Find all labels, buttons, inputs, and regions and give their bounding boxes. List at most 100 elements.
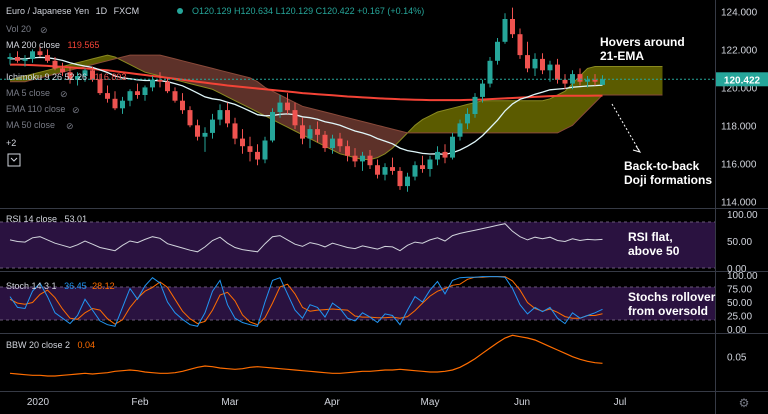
eye-off-icon[interactable]: ⊘ bbox=[72, 105, 80, 115]
candle-body bbox=[142, 87, 148, 95]
last-price-label: 120.422 bbox=[724, 75, 761, 86]
candle-body bbox=[577, 74, 583, 82]
cloud-segment bbox=[512, 100, 520, 133]
cloud-segment bbox=[602, 66, 610, 95]
annotation-rsi-line1: RSI flat, bbox=[628, 230, 673, 244]
cloud-segment bbox=[190, 62, 198, 86]
stoch-tick-label: 75.00 bbox=[727, 285, 752, 296]
bbw-legend[interactable]: BBW 20 close 2 0.04 bbox=[6, 340, 95, 350]
candle-body bbox=[127, 91, 133, 101]
gear-icon[interactable]: ⚙ bbox=[739, 396, 750, 410]
candle-body bbox=[270, 112, 275, 141]
cloud-segment bbox=[640, 66, 648, 95]
candle-body bbox=[345, 146, 350, 156]
annotation-stoch-line2: from oversold bbox=[628, 304, 708, 318]
legend-ema110[interactable]: EMA 110 close bbox=[6, 104, 65, 114]
candle-body bbox=[217, 110, 223, 120]
bbw-pane[interactable] bbox=[0, 334, 715, 392]
annotation-hover-line2: 21-EMA bbox=[600, 49, 644, 63]
cloud-segment bbox=[437, 110, 445, 133]
cloud-segment bbox=[137, 55, 145, 73]
eye-off-icon[interactable]: ⊘ bbox=[66, 121, 74, 131]
rsi-legend[interactable]: RSI 14 close 53.01 bbox=[6, 214, 87, 224]
candle-body bbox=[180, 100, 185, 111]
candle-body bbox=[202, 132, 208, 137]
cloud-segment bbox=[242, 76, 250, 109]
candle-body bbox=[157, 79, 163, 82]
time-scale[interactable] bbox=[0, 392, 715, 414]
stoch-legend-k: 36.45 bbox=[64, 281, 87, 291]
cloud-segment bbox=[377, 125, 385, 158]
stoch-band bbox=[0, 287, 715, 320]
stoch-legend-d: 28.12 bbox=[92, 281, 115, 291]
candle-body bbox=[277, 102, 283, 113]
candle-body bbox=[15, 57, 20, 61]
time-tick-label: Jul bbox=[614, 397, 627, 408]
cloud-segment bbox=[482, 100, 490, 133]
legend-vol[interactable]: Vol 20 bbox=[6, 24, 31, 34]
candle-body bbox=[37, 51, 43, 56]
legend-ma50[interactable]: MA 50 close bbox=[6, 120, 55, 130]
candle-body bbox=[375, 165, 380, 175]
symbol-title[interactable]: Euro / Japanese Yen 1D FXCM bbox=[6, 6, 139, 16]
legend-ichimoku[interactable]: Ichimoku 9 26 52 26 116.893 bbox=[6, 72, 126, 82]
candle-body bbox=[135, 91, 140, 95]
cloud-span-b bbox=[10, 54, 663, 134]
annotation-hover: Hovers around 21-EMA bbox=[600, 35, 688, 63]
candle-body bbox=[262, 140, 268, 160]
candle-body bbox=[540, 58, 545, 71]
candle-body bbox=[285, 102, 290, 111]
candle-body bbox=[517, 34, 523, 56]
cloud-segment bbox=[122, 55, 130, 65]
candle-body bbox=[187, 110, 193, 126]
candle-body bbox=[420, 165, 425, 169]
candlestick-series[interactable] bbox=[7, 7, 606, 192]
candle-body bbox=[360, 155, 365, 162]
candle-body bbox=[382, 167, 388, 175]
legend-ma5[interactable]: MA 5 close bbox=[6, 88, 50, 98]
legend-ma200[interactable]: MA 200 close 119.565 bbox=[6, 40, 99, 50]
cloud-segment bbox=[160, 55, 168, 78]
symbol-interval: 1D bbox=[96, 6, 108, 16]
price-pane[interactable] bbox=[0, 0, 715, 208]
cloud-segment bbox=[445, 108, 453, 133]
rsi-band bbox=[0, 222, 715, 268]
bbw-legend-value: 0.04 bbox=[78, 340, 96, 350]
candle-body bbox=[337, 138, 343, 147]
cloud-segment bbox=[587, 66, 595, 111]
stoch-legend[interactable]: Stoch 14 3 1 36.45 28.12 bbox=[6, 281, 115, 291]
candle-body bbox=[487, 60, 493, 84]
cloud-segment bbox=[572, 76, 580, 126]
cloud-segment bbox=[257, 81, 265, 116]
legend-more[interactable]: +2 bbox=[6, 138, 16, 148]
collapse-legend-icon[interactable] bbox=[7, 153, 21, 167]
eye-off-icon[interactable]: ⊘ bbox=[60, 89, 68, 99]
candle-body bbox=[7, 57, 13, 59]
cloud-segment bbox=[655, 66, 663, 95]
candle-body bbox=[412, 165, 418, 177]
legend-ichimoku-label: Ichimoku 9 26 52 26 bbox=[6, 72, 87, 82]
candle-body bbox=[465, 113, 470, 124]
cloud-segment bbox=[145, 55, 153, 75]
rsi-legend-value: 53.01 bbox=[65, 214, 88, 224]
candle-body bbox=[240, 138, 245, 147]
cloud-segment bbox=[617, 66, 625, 95]
annotation-rsi: RSI flat, above 50 bbox=[628, 230, 680, 258]
cloud-segment bbox=[392, 129, 400, 149]
rsi-line bbox=[9, 223, 603, 253]
stoch-tick-label: 0.00 bbox=[727, 325, 747, 336]
candle-body bbox=[532, 58, 538, 69]
price-scale[interactable] bbox=[715, 0, 768, 414]
candle-body bbox=[292, 110, 298, 126]
candle-body bbox=[367, 155, 373, 166]
eye-off-icon[interactable]: ⊘ bbox=[40, 25, 48, 35]
candle-body bbox=[210, 119, 215, 133]
cloud-segment bbox=[355, 119, 363, 160]
price-tick-label: 116.000 bbox=[721, 159, 757, 170]
candle-body bbox=[75, 76, 80, 80]
cloud-segment bbox=[632, 66, 640, 95]
ema21-line bbox=[10, 56, 603, 156]
candle-body bbox=[442, 151, 448, 158]
candle-body bbox=[307, 129, 313, 139]
cloud-segment bbox=[490, 100, 498, 133]
